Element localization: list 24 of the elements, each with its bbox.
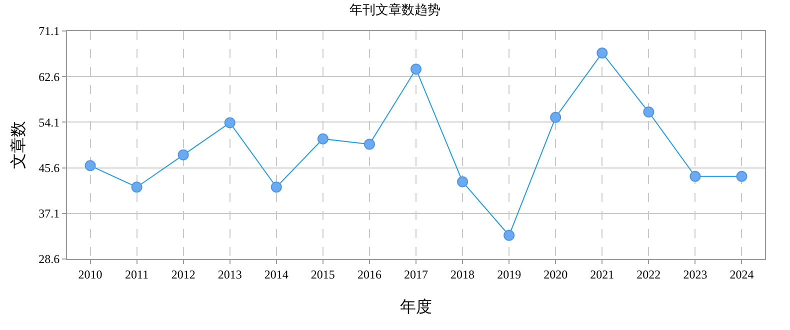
x-tick-label: 2013 (218, 267, 242, 282)
x-tick-label: 2024 (730, 267, 754, 282)
y-axis-title: 文章数 (10, 121, 28, 169)
x-tick-label: 2022 (636, 267, 661, 282)
x-tick-label: 2010 (78, 267, 102, 282)
chart-title: 年刊文章数趋势 (350, 2, 440, 18)
x-axis-title: 年度 (400, 298, 432, 316)
x-tick-label: 2017 (404, 267, 428, 282)
x-tick-label: 2021 (590, 267, 614, 282)
y-tick-label: 71.1 (38, 24, 60, 38)
y-tick-label: 28.6 (38, 252, 60, 266)
x-tick-label: 2011 (125, 267, 149, 282)
x-tick-label: 2018 (450, 267, 475, 282)
x-tick-label: 2020 (544, 267, 568, 282)
y-tick-label: 62.6 (38, 70, 60, 84)
x-tick-label: 2016 (357, 267, 382, 282)
x-tick-label: 2014 (264, 267, 288, 282)
x-tick-label: 2023 (683, 267, 708, 282)
x-tick-label: 2012 (171, 267, 196, 282)
x-tick-label: 2015 (310, 267, 335, 282)
x-tick-label: 2019 (497, 267, 522, 282)
y-tick-label: 37.1 (38, 206, 60, 221)
y-tick-label: 54.1 (38, 115, 60, 130)
y-tick-label: 45.6 (38, 161, 60, 175)
